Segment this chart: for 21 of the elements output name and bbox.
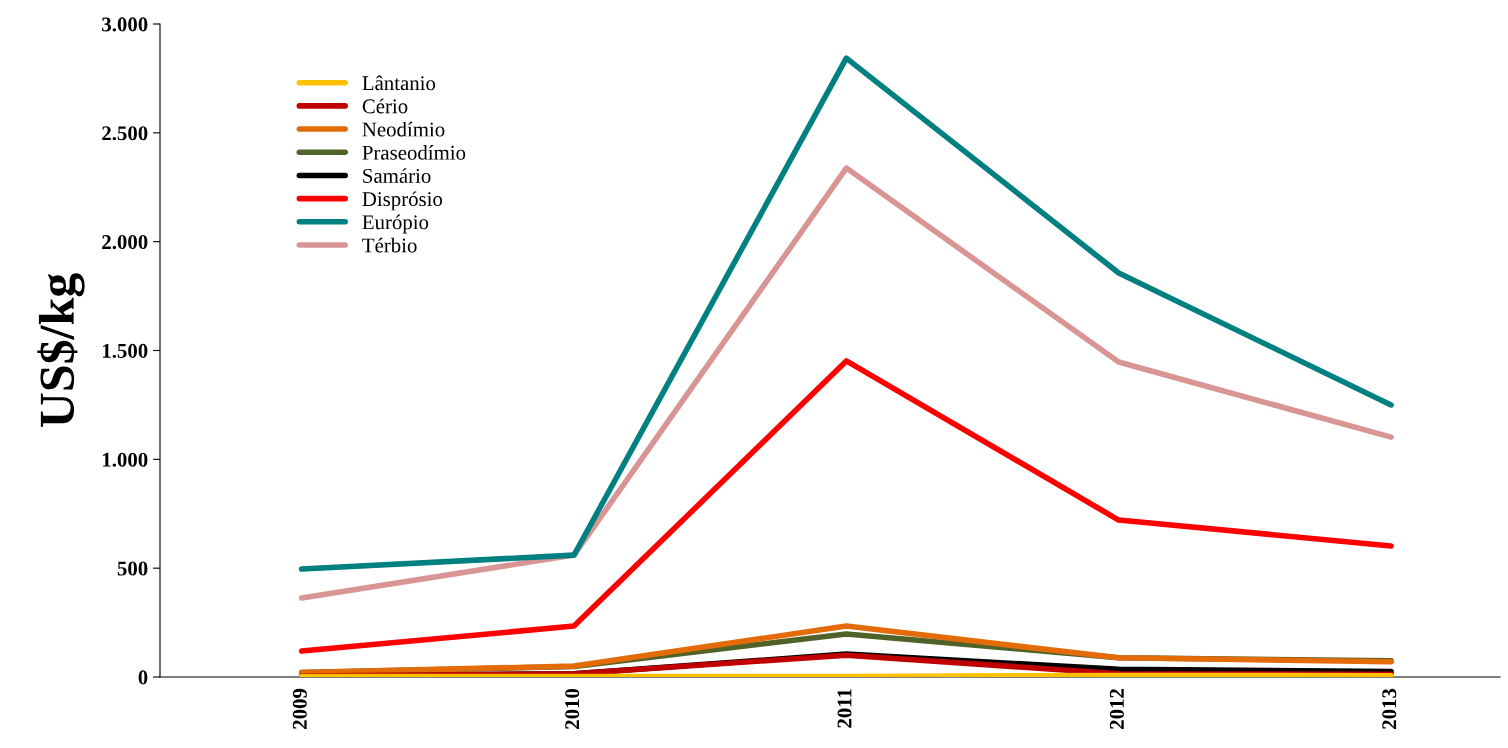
legend-label: Samário xyxy=(363,168,431,183)
legend-label: Neodímio xyxy=(362,121,445,137)
x-tick-label: 2010 xyxy=(565,688,580,729)
y-tick-label: 3.000 xyxy=(102,17,148,32)
legend-label: Európio xyxy=(362,214,429,234)
y-tick-label: 2.500 xyxy=(102,126,148,141)
y-tick-label: 2.000 xyxy=(102,235,148,250)
x-tick-label: 2013 xyxy=(1382,688,1397,729)
y-axis-title: US$/kg xyxy=(37,273,85,428)
y-tick-label: 0 xyxy=(138,670,148,685)
y-tick-label: 500 xyxy=(117,561,148,576)
x-tick-label: 2009 xyxy=(292,688,307,729)
legend-label: Cério xyxy=(362,98,408,114)
y-tick-label: 1.000 xyxy=(102,452,148,467)
y-tick-label: 1.500 xyxy=(102,343,148,359)
legend-label: Térbio xyxy=(362,237,417,253)
legend-label: Disprósio xyxy=(362,191,443,211)
x-tick-label: 2012 xyxy=(1109,689,1124,729)
legend-label: Lântanio xyxy=(362,75,436,91)
x-tick-label: 2011 xyxy=(837,689,852,728)
legend-label: Praseodímio xyxy=(362,145,466,160)
